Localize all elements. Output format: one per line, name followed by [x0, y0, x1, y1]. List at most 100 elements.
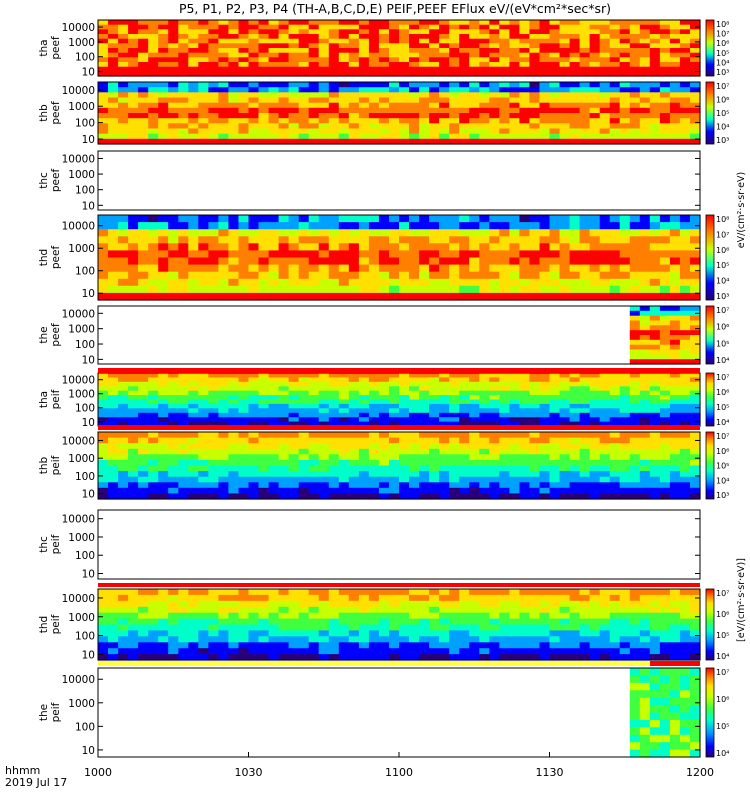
heatmap-cell [308, 487, 320, 494]
heatmap-cell [389, 624, 400, 631]
heatmap-cell [138, 476, 149, 483]
heatmap-cell [278, 642, 290, 649]
heatmap-cell [690, 589, 701, 596]
heatmap-cell [439, 243, 450, 251]
heatmap-cell [659, 62, 671, 68]
heatmap-cell [529, 373, 540, 378]
heatmap-cell [258, 487, 270, 494]
heatmap-cell [519, 43, 530, 49]
heatmap-cell [609, 487, 621, 494]
heatmap-cell [198, 92, 209, 99]
heatmap-cell [368, 278, 380, 287]
heatmap-cell [348, 43, 360, 49]
heatmap-cell [619, 97, 631, 104]
heatmap-cell [629, 133, 641, 140]
heatmap-cell [128, 29, 139, 35]
heatmap-cell [348, 403, 360, 409]
heatmap-cell [489, 278, 500, 287]
heatmap-cell [238, 278, 250, 287]
heatmap-cell [679, 128, 691, 135]
heatmap-cell [679, 243, 691, 251]
heatmap-cell [238, 373, 250, 378]
heatmap-cell [479, 133, 490, 140]
heatmap-cell [278, 636, 290, 643]
heatmap-cell [198, 38, 209, 44]
heatmap-cell [318, 443, 330, 450]
heatmap-cell [158, 399, 169, 405]
heatmap-cell [639, 292, 651, 301]
heatmap-cell [679, 20, 691, 26]
heatmap-cell [619, 82, 631, 88]
heatmap-cell [589, 654, 601, 661]
heatmap-cell [659, 459, 671, 467]
heatmap-cell [248, 403, 260, 409]
heatmap-cell [459, 243, 470, 251]
heatmap-cell [539, 102, 551, 109]
heatmap-cell [679, 487, 691, 494]
heatmap-cell [258, 71, 270, 77]
heatmap-cell [389, 20, 400, 26]
heatmap-cell [238, 421, 250, 427]
heatmap-cell [609, 399, 621, 405]
heatmap-cell [469, 381, 480, 387]
heatmap-cell [599, 222, 611, 230]
heatmap-cell [188, 292, 199, 301]
heatmap-cell [378, 62, 390, 68]
heatmap-cell [148, 636, 159, 643]
heatmap-cell [679, 285, 691, 294]
heatmap-cell [268, 482, 280, 489]
heatmap-cell [439, 476, 450, 483]
heatmap-cell [278, 57, 290, 63]
heatmap-cell [358, 386, 370, 392]
heatmap-cell [298, 257, 310, 266]
heatmap-cell [509, 29, 520, 35]
heatmap-cell [358, 642, 370, 649]
heatmap-cell [609, 454, 621, 461]
heatmap-cell [419, 128, 430, 135]
heatmap-cell [629, 292, 641, 301]
heatmap-cell [148, 102, 159, 109]
heatmap-cell [690, 465, 701, 472]
heatmap-cell [539, 43, 551, 49]
heatmap-cell [368, 465, 380, 472]
heatmap-cell [338, 408, 350, 414]
heatmap-cell [529, 642, 540, 649]
heatmap-cell [288, 390, 300, 396]
heatmap-cell [499, 618, 510, 626]
heatmap-cell [218, 62, 229, 68]
heatmap-cell [549, 454, 561, 461]
heatmap-cell [348, 454, 360, 461]
heatmap-cell [108, 57, 119, 63]
heatmap-cell [198, 377, 209, 383]
heatmap-cell [529, 133, 540, 140]
heatmap-cell [208, 243, 219, 251]
heatmap-cell [298, 594, 310, 602]
heatmap-cell [138, 612, 149, 620]
heatmap-cell [98, 24, 109, 30]
heatmap-cell [208, 482, 219, 489]
heatmap-cell [499, 285, 510, 294]
heatmap-cell [228, 648, 239, 655]
y-tick-label: 100 [75, 185, 95, 197]
heatmap-cell [489, 618, 500, 626]
heatmap-cell [539, 118, 551, 124]
heatmap-cell [649, 62, 661, 68]
heatmap-cell [549, 443, 561, 450]
heatmap-cell [649, 339, 661, 346]
heatmap-cell [669, 57, 681, 63]
heatmap-cell [409, 92, 420, 99]
heatmap-cell [539, 624, 551, 631]
heatmap-cell [248, 20, 260, 26]
heatmap-cell [118, 395, 129, 401]
heatmap-cell [679, 377, 691, 383]
y-tick-label: 10000 [62, 153, 95, 165]
heatmap-cell [228, 636, 239, 643]
heatmap-cell [148, 612, 159, 620]
heatmap-cell [409, 432, 420, 439]
heatmap-cell [569, 600, 581, 608]
heatmap-cell [589, 292, 601, 301]
heatmap-cell [639, 359, 651, 365]
heatmap-cell [128, 417, 139, 423]
heatmap-cell [148, 138, 159, 145]
heatmap-cell [579, 630, 591, 637]
